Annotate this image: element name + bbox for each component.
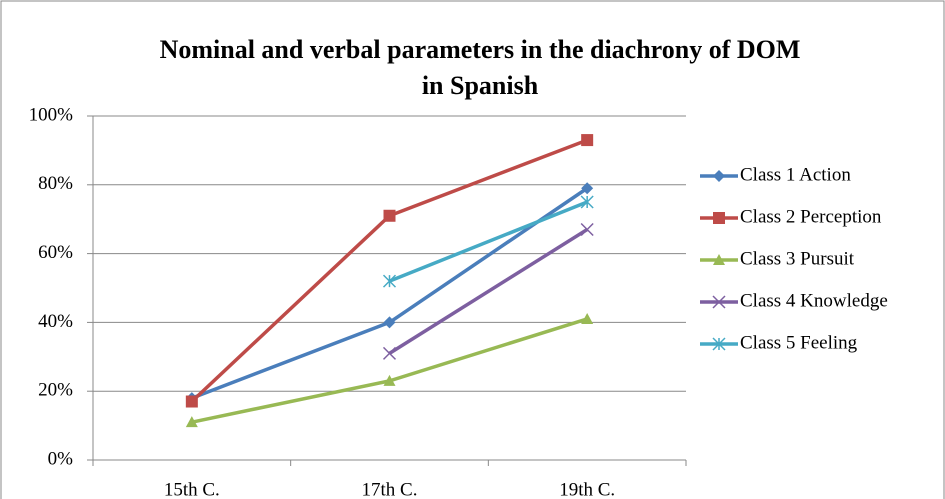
line bbox=[388, 228, 589, 355]
marker bbox=[383, 209, 396, 222]
marker bbox=[382, 346, 397, 360]
x-tick-label: 19th C. bbox=[559, 479, 615, 499]
line bbox=[191, 317, 588, 424]
marker bbox=[580, 222, 594, 237]
marker bbox=[383, 316, 396, 329]
marker bbox=[713, 212, 725, 224]
legend-label: Class 2 Perception bbox=[740, 206, 882, 227]
marker bbox=[713, 254, 725, 265]
marker bbox=[185, 416, 198, 428]
y-tick-label: 100% bbox=[29, 104, 74, 125]
y-tick-label: 60% bbox=[38, 242, 73, 263]
marker bbox=[712, 295, 726, 309]
marker bbox=[713, 170, 725, 182]
x-tick-label: 15th C. bbox=[164, 479, 220, 499]
marker bbox=[712, 337, 726, 351]
marker bbox=[581, 312, 594, 324]
marker bbox=[382, 274, 397, 288]
line bbox=[190, 138, 588, 403]
chart-title: Nominal and verbal parameters in the dia… bbox=[159, 35, 801, 100]
marker bbox=[185, 395, 198, 408]
legend-label: Class 5 Feeling bbox=[740, 332, 858, 353]
line bbox=[388, 200, 588, 283]
legend-label: Class 3 Pursuit bbox=[740, 248, 855, 269]
y-tick-label: 80% bbox=[38, 173, 73, 194]
y-tick-label: 20% bbox=[38, 380, 73, 401]
y-tick-label: 40% bbox=[38, 311, 73, 332]
y-tick-label: 0% bbox=[48, 448, 74, 469]
marker bbox=[581, 134, 594, 147]
legend-label: Class 4 Knowledge bbox=[740, 290, 888, 311]
x-tick-label: 17th C. bbox=[362, 479, 418, 499]
marker bbox=[383, 374, 396, 386]
legend-label: Class 1 Action bbox=[740, 164, 851, 185]
marker bbox=[581, 182, 594, 195]
marker bbox=[580, 195, 594, 209]
